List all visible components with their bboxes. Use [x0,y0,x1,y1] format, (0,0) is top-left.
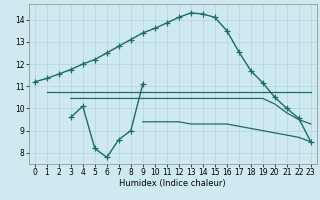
X-axis label: Humidex (Indice chaleur): Humidex (Indice chaleur) [119,179,226,188]
